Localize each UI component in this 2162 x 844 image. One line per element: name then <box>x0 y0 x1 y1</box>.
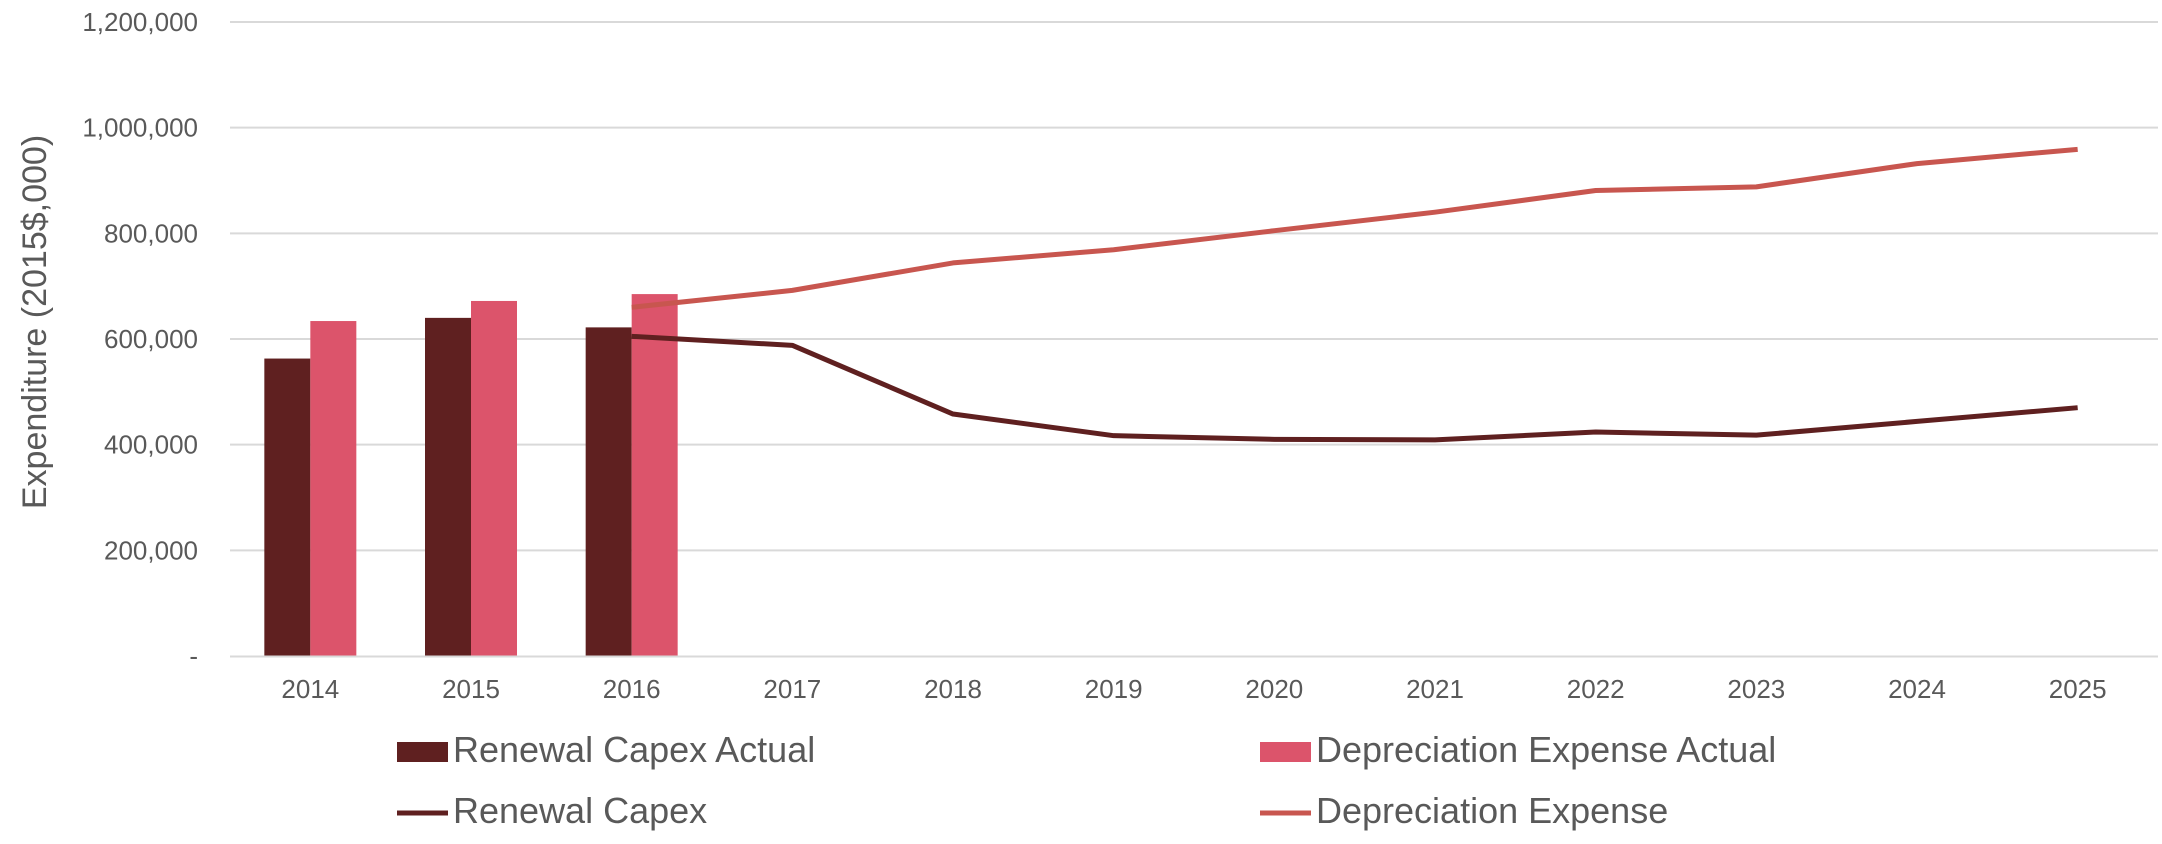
x-tick-label: 2025 <box>2049 674 2107 704</box>
x-tick-label: 2024 <box>1888 674 1946 704</box>
bars <box>264 294 678 656</box>
bar <box>425 317 471 656</box>
y-tick-label: 400,000 <box>104 430 198 460</box>
x-tick-label: 2016 <box>603 674 661 704</box>
legend-label: Renewal Capex Actual <box>453 729 815 770</box>
x-axis-ticks: 2014 2015 2016 2017 2018 2019 2020 2021 2022 2023… <box>281 674 2106 704</box>
y-axis-ticks: - 200,000 400,000 600,000 800,000 1,000,000 1,… <box>82 7 198 671</box>
x-tick-label: 2020 <box>1245 674 1303 704</box>
x-tick-label: 2021 <box>1406 674 1464 704</box>
legend-label: Renewal Capex <box>453 790 707 831</box>
x-tick-label: 2022 <box>1567 674 1625 704</box>
gridlines <box>230 21 2158 552</box>
y-tick-label: 600,000 <box>104 324 198 354</box>
y-tick-label: - <box>189 641 198 671</box>
bar <box>585 327 632 656</box>
y-tick-label: 1,000,000 <box>82 113 198 143</box>
legend-label: Depreciation Expense Actual <box>1316 729 1776 770</box>
legend-swatch <box>1260 742 1311 762</box>
y-tick-label: 200,000 <box>104 535 198 565</box>
x-tick-label: 2014 <box>281 674 339 704</box>
x-tick-label: 2017 <box>763 674 821 704</box>
legend: Renewal Capex Actual Depreciation Expense… <box>397 729 1776 831</box>
x-tick-label: 2023 <box>1727 674 1785 704</box>
y-tick-label: 1,200,000 <box>82 7 198 37</box>
bar <box>264 358 311 656</box>
legend-swatch <box>397 742 448 762</box>
bar <box>471 300 517 656</box>
x-tick-label: 2015 <box>442 674 500 704</box>
bar <box>631 294 678 656</box>
legend-label: Depreciation Expense <box>1316 790 1668 831</box>
x-tick-label: 2019 <box>1085 674 1143 704</box>
series-lines <box>631 146 2078 443</box>
y-axis-title: Expenditure (2015$,000) <box>16 135 54 509</box>
x-tick-label: 2018 <box>924 674 982 704</box>
series-line <box>631 333 2078 443</box>
series-line <box>631 146 2078 310</box>
y-tick-label: 800,000 <box>104 218 198 248</box>
bar <box>310 321 357 656</box>
